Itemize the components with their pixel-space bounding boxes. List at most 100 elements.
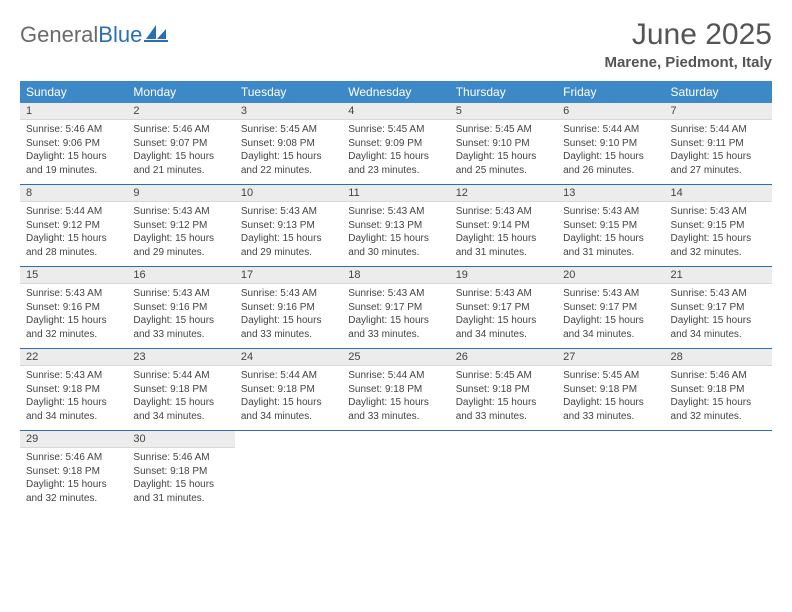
daylight-text-2: and 33 minutes. xyxy=(456,410,551,424)
day-number: 3 xyxy=(235,103,342,120)
daylight-text-1: Daylight: 15 hours xyxy=(26,396,121,410)
sunrise-text: Sunrise: 5:45 AM xyxy=(456,369,551,383)
calendar-cell: 21Sunrise: 5:43 AMSunset: 9:17 PMDayligh… xyxy=(665,267,772,349)
daylight-text-2: and 32 minutes. xyxy=(26,492,121,506)
sunset-text: Sunset: 9:17 PM xyxy=(671,301,766,315)
daylight-text-2: and 34 minutes. xyxy=(26,410,121,424)
calendar-cell: 25Sunrise: 5:44 AMSunset: 9:18 PMDayligh… xyxy=(342,349,449,431)
calendar-cell: 1Sunrise: 5:46 AMSunset: 9:06 PMDaylight… xyxy=(20,103,127,185)
weekday-header-row: SundayMondayTuesdayWednesdayThursdayFrid… xyxy=(20,81,772,103)
day-number: 18 xyxy=(342,267,449,284)
daylight-text-1: Daylight: 15 hours xyxy=(26,314,121,328)
daylight-text-2: and 34 minutes. xyxy=(133,410,228,424)
calendar-cell: 6Sunrise: 5:44 AMSunset: 9:10 PMDaylight… xyxy=(557,103,664,185)
day-number: 4 xyxy=(342,103,449,120)
day-number: 25 xyxy=(342,349,449,366)
calendar-cell: 9Sunrise: 5:43 AMSunset: 9:12 PMDaylight… xyxy=(127,185,234,267)
weekday-header: Saturday xyxy=(665,81,772,103)
calendar-cell: 29Sunrise: 5:46 AMSunset: 9:18 PMDayligh… xyxy=(20,431,127,513)
sunset-text: Sunset: 9:10 PM xyxy=(456,137,551,151)
day-details: Sunrise: 5:44 AMSunset: 9:18 PMDaylight:… xyxy=(235,366,342,430)
sunrise-text: Sunrise: 5:43 AM xyxy=(671,287,766,301)
daylight-text-1: Daylight: 15 hours xyxy=(456,150,551,164)
day-number: 19 xyxy=(450,267,557,284)
daylight-text-2: and 31 minutes. xyxy=(133,492,228,506)
daylight-text-1: Daylight: 15 hours xyxy=(348,150,443,164)
daylight-text-1: Daylight: 15 hours xyxy=(671,314,766,328)
calendar-cell: 27Sunrise: 5:45 AMSunset: 9:18 PMDayligh… xyxy=(557,349,664,431)
daylight-text-2: and 34 minutes. xyxy=(563,328,658,342)
sunset-text: Sunset: 9:18 PM xyxy=(133,465,228,479)
day-number: 11 xyxy=(342,185,449,202)
day-number: 13 xyxy=(557,185,664,202)
daylight-text-2: and 33 minutes. xyxy=(348,328,443,342)
day-details: Sunrise: 5:43 AMSunset: 9:18 PMDaylight:… xyxy=(20,366,127,430)
sunset-text: Sunset: 9:18 PM xyxy=(563,383,658,397)
day-details: Sunrise: 5:46 AMSunset: 9:18 PMDaylight:… xyxy=(20,448,127,512)
calendar-cell: 20Sunrise: 5:43 AMSunset: 9:17 PMDayligh… xyxy=(557,267,664,349)
day-number: 8 xyxy=(20,185,127,202)
sunrise-text: Sunrise: 5:43 AM xyxy=(26,287,121,301)
daylight-text-1: Daylight: 15 hours xyxy=(241,396,336,410)
day-number: 17 xyxy=(235,267,342,284)
sunset-text: Sunset: 9:18 PM xyxy=(26,383,121,397)
sunrise-text: Sunrise: 5:44 AM xyxy=(26,205,121,219)
calendar-page: GeneralBlue June 2025 Marene, Piedmont, … xyxy=(0,0,792,522)
daylight-text-1: Daylight: 15 hours xyxy=(241,232,336,246)
day-details: Sunrise: 5:44 AMSunset: 9:12 PMDaylight:… xyxy=(20,202,127,266)
weekday-header: Friday xyxy=(557,81,664,103)
sunrise-text: Sunrise: 5:43 AM xyxy=(348,205,443,219)
sunset-text: Sunset: 9:18 PM xyxy=(241,383,336,397)
sunrise-text: Sunrise: 5:46 AM xyxy=(26,451,121,465)
daylight-text-1: Daylight: 15 hours xyxy=(241,150,336,164)
daylight-text-1: Daylight: 15 hours xyxy=(133,150,228,164)
calendar-cell: 22Sunrise: 5:43 AMSunset: 9:18 PMDayligh… xyxy=(20,349,127,431)
calendar-cell: 3Sunrise: 5:45 AMSunset: 9:08 PMDaylight… xyxy=(235,103,342,185)
sunrise-text: Sunrise: 5:43 AM xyxy=(133,287,228,301)
daylight-text-1: Daylight: 15 hours xyxy=(133,232,228,246)
day-details: Sunrise: 5:44 AMSunset: 9:10 PMDaylight:… xyxy=(557,120,664,184)
sunset-text: Sunset: 9:13 PM xyxy=(241,219,336,233)
day-number: 6 xyxy=(557,103,664,120)
daylight-text-1: Daylight: 15 hours xyxy=(26,232,121,246)
day-number: 9 xyxy=(127,185,234,202)
sunrise-text: Sunrise: 5:44 AM xyxy=(671,123,766,137)
day-number: 30 xyxy=(127,431,234,448)
sunrise-text: Sunrise: 5:43 AM xyxy=(241,287,336,301)
daylight-text-2: and 32 minutes. xyxy=(671,410,766,424)
title-block: June 2025 Marene, Piedmont, Italy xyxy=(604,18,772,71)
calendar-row: 8Sunrise: 5:44 AMSunset: 9:12 PMDaylight… xyxy=(20,185,772,267)
sunset-text: Sunset: 9:07 PM xyxy=(133,137,228,151)
sunrise-text: Sunrise: 5:43 AM xyxy=(456,205,551,219)
daylight-text-2: and 29 minutes. xyxy=(241,246,336,260)
location-label: Marene, Piedmont, Italy xyxy=(604,54,772,71)
sunset-text: Sunset: 9:14 PM xyxy=(456,219,551,233)
day-number: 29 xyxy=(20,431,127,448)
calendar-cell: 5Sunrise: 5:45 AMSunset: 9:10 PMDaylight… xyxy=(450,103,557,185)
day-details: Sunrise: 5:46 AMSunset: 9:06 PMDaylight:… xyxy=(20,120,127,184)
day-details: Sunrise: 5:43 AMSunset: 9:17 PMDaylight:… xyxy=(557,284,664,348)
daylight-text-2: and 31 minutes. xyxy=(563,246,658,260)
sunrise-text: Sunrise: 5:43 AM xyxy=(241,205,336,219)
day-details: Sunrise: 5:43 AMSunset: 9:15 PMDaylight:… xyxy=(557,202,664,266)
sunset-text: Sunset: 9:10 PM xyxy=(563,137,658,151)
calendar-cell: 23Sunrise: 5:44 AMSunset: 9:18 PMDayligh… xyxy=(127,349,234,431)
brand-part1: General xyxy=(20,22,98,47)
sunset-text: Sunset: 9:17 PM xyxy=(563,301,658,315)
sunset-text: Sunset: 9:18 PM xyxy=(456,383,551,397)
calendar-cell xyxy=(342,431,449,513)
day-number: 28 xyxy=(665,349,772,366)
daylight-text-1: Daylight: 15 hours xyxy=(563,232,658,246)
day-number: 24 xyxy=(235,349,342,366)
day-details: Sunrise: 5:43 AMSunset: 9:16 PMDaylight:… xyxy=(235,284,342,348)
calendar-cell xyxy=(235,431,342,513)
weekday-header: Thursday xyxy=(450,81,557,103)
sunset-text: Sunset: 9:15 PM xyxy=(671,219,766,233)
day-number: 22 xyxy=(20,349,127,366)
calendar-cell: 26Sunrise: 5:45 AMSunset: 9:18 PMDayligh… xyxy=(450,349,557,431)
sunrise-text: Sunrise: 5:43 AM xyxy=(456,287,551,301)
day-number: 5 xyxy=(450,103,557,120)
calendar-cell: 19Sunrise: 5:43 AMSunset: 9:17 PMDayligh… xyxy=(450,267,557,349)
daylight-text-2: and 21 minutes. xyxy=(133,164,228,178)
sunset-text: Sunset: 9:17 PM xyxy=(456,301,551,315)
